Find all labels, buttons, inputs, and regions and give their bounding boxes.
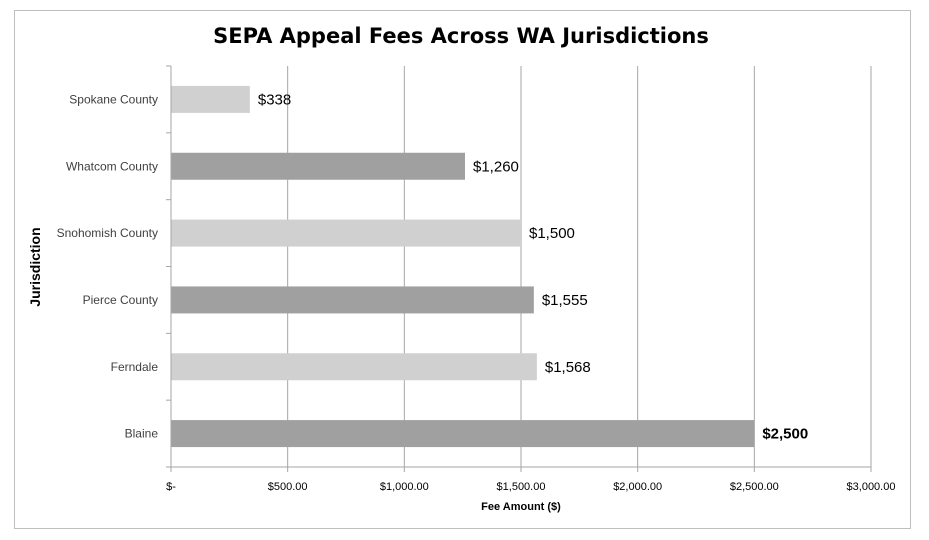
x-axis-title: Fee Amount ($): [481, 501, 561, 513]
data-label: $1,568: [545, 359, 591, 376]
labels: $- $500.00 $1,000.00 $1,500.00 $2,000.00 $2,5…: [57, 91, 896, 493]
x-tick-label: $3,000.00: [847, 481, 896, 493]
bars: [171, 85, 755, 448]
category-label: Snohomish County: [57, 226, 158, 240]
x-tick-label: $2,000.00: [613, 481, 662, 493]
x-tick-label: $-: [166, 481, 176, 493]
bar: [171, 219, 521, 247]
x-tick-label: $500.00: [268, 481, 308, 493]
y-axis-title: Jurisdiction: [27, 227, 43, 306]
category-label: Blaine: [125, 427, 159, 441]
category-label: Whatcom County: [66, 159, 158, 173]
gridlines: [287, 66, 872, 467]
x-tick-label: $1,000.00: [380, 481, 429, 493]
bar: [171, 286, 534, 314]
category-label: Spokane County: [69, 92, 158, 106]
category-label: Ferndale: [111, 360, 159, 374]
data-label: $1,500: [529, 225, 575, 242]
category-label: Pierce County: [83, 293, 158, 307]
data-label: $2,500: [762, 426, 808, 443]
x-tick-label: $1,500.00: [497, 481, 546, 493]
bar: [171, 353, 537, 381]
axes: [166, 65, 872, 472]
data-label: $1,260: [473, 158, 519, 175]
chart-title: SEPA Appeal Fees Across WA Jurisdictions: [213, 24, 709, 48]
x-tick-label: $2,500.00: [730, 481, 779, 493]
data-label: $1,555: [542, 292, 588, 309]
bar: [171, 420, 755, 448]
bar: [171, 152, 465, 180]
data-label: $338: [258, 91, 291, 108]
bar: [171, 85, 250, 113]
